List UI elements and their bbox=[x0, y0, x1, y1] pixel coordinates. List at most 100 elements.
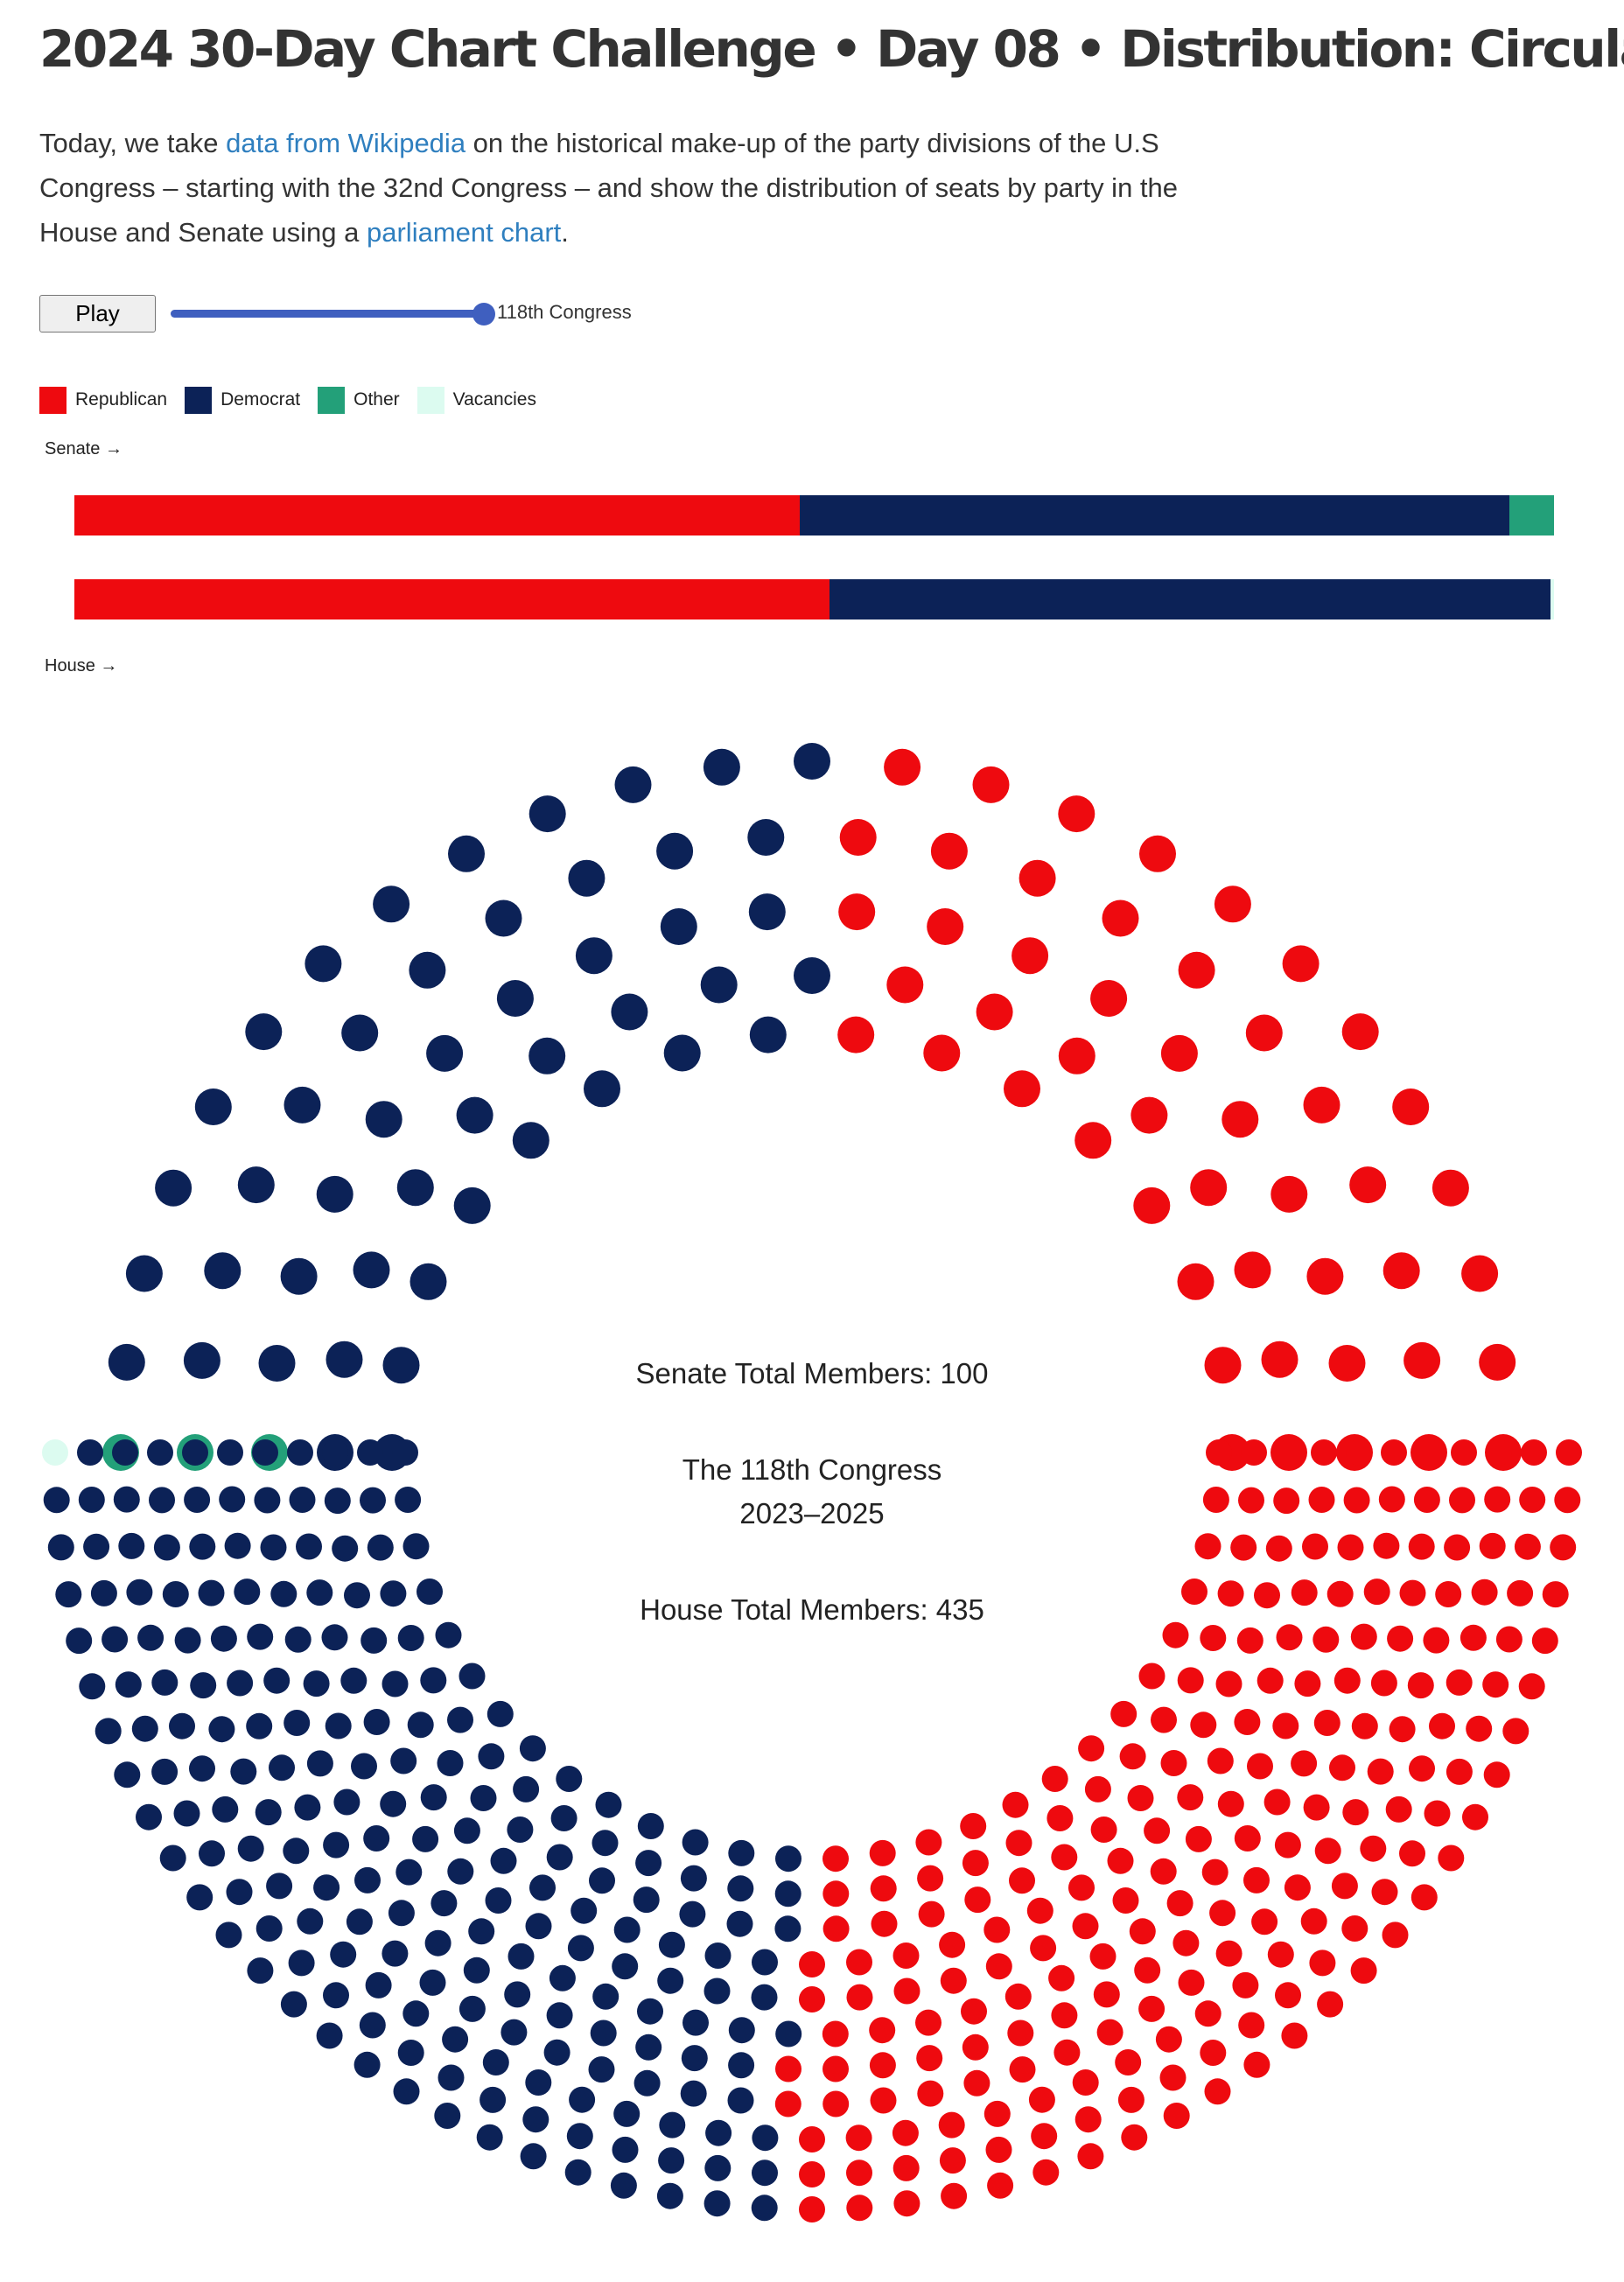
house-seat-democrat bbox=[212, 1796, 239, 1823]
senate-seat-republican bbox=[884, 748, 921, 786]
senate-seat-republican bbox=[1190, 1169, 1228, 1207]
house-seat-republican bbox=[822, 1880, 850, 1908]
senate-seat-republican bbox=[1018, 859, 1056, 897]
house-seat-democrat bbox=[354, 1866, 381, 1894]
house-seat-republican bbox=[1343, 1487, 1370, 1514]
senate-seat-democrat bbox=[794, 957, 830, 994]
house-seat-republican bbox=[1201, 1858, 1228, 1886]
house-seat-republican bbox=[1254, 1582, 1280, 1609]
house-seat-republican bbox=[1009, 1867, 1035, 1894]
house-seat-republican bbox=[1121, 2124, 1148, 2151]
parliament-chart-link[interactable]: parliament chart bbox=[367, 217, 562, 248]
house-seat-democrat bbox=[47, 1534, 74, 1561]
house-seat-republican bbox=[1317, 1991, 1344, 2018]
house-seat-republican bbox=[1119, 1743, 1146, 1770]
play-button[interactable]: Play bbox=[39, 295, 156, 332]
senate-seat-democrat bbox=[703, 748, 740, 786]
house-seat-democrat bbox=[280, 1991, 307, 2018]
house-seat-democrat bbox=[393, 2078, 420, 2105]
house-seat-democrat bbox=[270, 1580, 298, 1607]
house-seat-democrat bbox=[137, 1624, 164, 1651]
house-seat-democrat bbox=[346, 1908, 373, 1936]
house-seat-democrat bbox=[482, 2049, 509, 2076]
house-seat-republican bbox=[1159, 2064, 1186, 2091]
house-seat-republican bbox=[822, 2055, 849, 2082]
house-seat-democrat bbox=[396, 1858, 423, 1886]
senate-seat-democrat bbox=[747, 819, 785, 856]
senate-seat-democrat bbox=[584, 1070, 620, 1108]
senate-seat-republican bbox=[972, 766, 1010, 803]
house-seat-republican bbox=[1460, 1624, 1487, 1651]
house-seat-republican bbox=[1407, 1672, 1434, 1699]
congress-title: The 118th Congress bbox=[682, 1453, 942, 1486]
house-seat-republican bbox=[799, 2196, 825, 2222]
house-seat-republican bbox=[960, 1813, 987, 1839]
house-seat-democrat bbox=[153, 1534, 180, 1561]
senate-seat-republican bbox=[1074, 1122, 1112, 1159]
house-seat-democrat bbox=[380, 1790, 407, 1817]
legend-item-other: Other bbox=[318, 386, 400, 414]
house-seat-democrat bbox=[728, 2052, 755, 2079]
house-seat-republican bbox=[892, 1942, 920, 1969]
house-seat-democrat bbox=[332, 1535, 359, 1562]
house-seat-democrat bbox=[330, 1941, 357, 1968]
house-seat-democrat bbox=[519, 1735, 546, 1762]
house-seat-democrat bbox=[726, 1910, 753, 1937]
congress-slider[interactable] bbox=[171, 303, 495, 326]
house-seat-democrat bbox=[680, 1865, 707, 1892]
senate-seat-republican bbox=[1102, 900, 1139, 937]
house-seat-democrat bbox=[610, 2172, 637, 2199]
house-seat-republican bbox=[1177, 1667, 1204, 1694]
house-seat-republican bbox=[1518, 1673, 1545, 1700]
house-seat-republican bbox=[1264, 1788, 1291, 1816]
house-seat-republican bbox=[1438, 1844, 1465, 1872]
house-seat-republican bbox=[1077, 2143, 1104, 2170]
house-seat-republican bbox=[1234, 1709, 1261, 1735]
house-seat-republican bbox=[1484, 1486, 1511, 1513]
house-seat-republican bbox=[1236, 1627, 1264, 1654]
house-seat-republican bbox=[1241, 1439, 1267, 1466]
description: Today, we take data from Wikipedia on th… bbox=[39, 121, 1194, 255]
wikipedia-link[interactable]: data from Wikipedia bbox=[226, 128, 466, 158]
senate-seat-democrat bbox=[656, 832, 694, 870]
house-seat-democrat bbox=[83, 1533, 110, 1560]
house-seat-republican bbox=[1078, 1735, 1105, 1762]
senate-seat-republican bbox=[1341, 1013, 1379, 1051]
senate-total: Senate Total Members: 100 bbox=[635, 1357, 989, 1390]
house-seat-republican bbox=[1072, 1913, 1099, 1940]
house-seat-democrat bbox=[525, 2069, 552, 2096]
house-seat-democrat bbox=[173, 1800, 200, 1827]
house-seat-democrat bbox=[287, 1439, 313, 1466]
house-seat-republican bbox=[1483, 1761, 1510, 1788]
legend-item-republican: Republican bbox=[39, 386, 167, 414]
senate-seat-republican bbox=[927, 908, 964, 945]
house-seat-republican bbox=[916, 2045, 943, 2072]
house-seat-republican bbox=[1084, 1775, 1111, 1802]
house-seat-democrat bbox=[504, 1981, 531, 2008]
senate-seat-democrat bbox=[326, 1340, 363, 1378]
house-seat-democrat bbox=[463, 1956, 490, 1984]
house-seat-democrat bbox=[114, 1761, 141, 1788]
house-seat-republican bbox=[1314, 1838, 1341, 1865]
slider-thumb[interactable] bbox=[472, 303, 495, 326]
house-seat-democrat bbox=[589, 1867, 615, 1894]
house-seat-republican bbox=[1054, 2039, 1081, 2066]
house-seat-republican bbox=[1194, 1533, 1222, 1560]
house-seat-democrat bbox=[354, 2051, 381, 2078]
senate-seat-democrat bbox=[125, 1255, 163, 1292]
house-seat-democrat bbox=[508, 1942, 535, 1970]
house-seat-republican bbox=[1542, 1581, 1569, 1608]
house-seat-republican bbox=[987, 2172, 1014, 2199]
house-seat-republican bbox=[1451, 1439, 1477, 1466]
house-seat-democrat bbox=[297, 1908, 324, 1935]
house-seat-democrat bbox=[323, 1982, 349, 2009]
house-seat-democrat bbox=[321, 1624, 348, 1651]
house-seat-democrat bbox=[774, 1880, 802, 1908]
house-seat-democrat bbox=[434, 2103, 461, 2129]
house-seat-republican bbox=[918, 1900, 945, 1928]
house-seat-republican bbox=[1138, 1995, 1166, 2022]
house-seat-republican bbox=[963, 2069, 990, 2096]
senate-seat-republican bbox=[1222, 1101, 1259, 1138]
house-seat-democrat bbox=[751, 1984, 778, 2011]
senate-seat-republican bbox=[1178, 951, 1215, 989]
